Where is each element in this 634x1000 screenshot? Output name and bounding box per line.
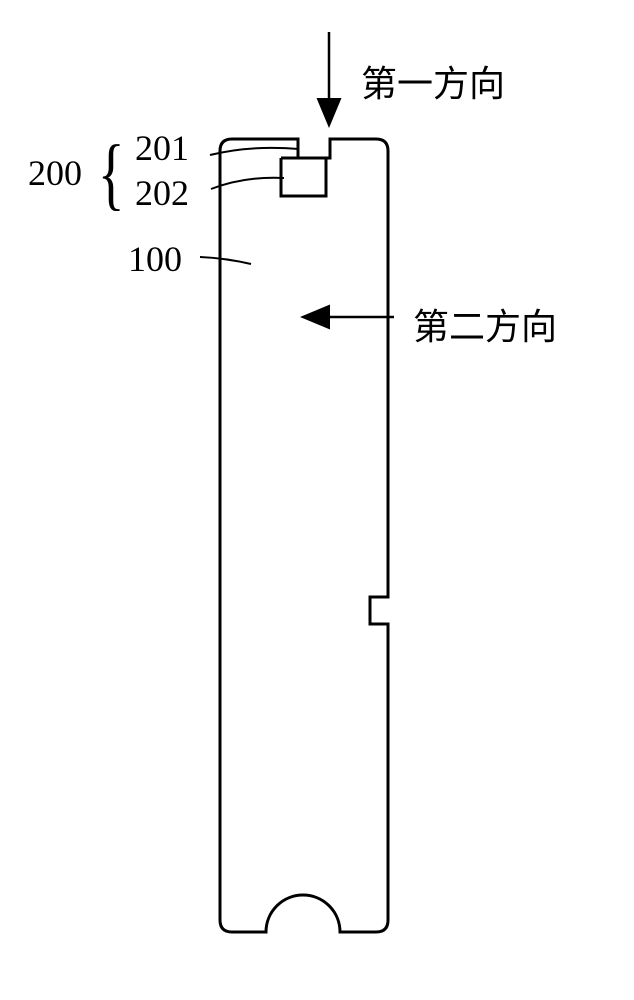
ref-100-label: 100 <box>128 238 182 280</box>
leader-100 <box>200 257 251 264</box>
leader-202 <box>211 178 284 189</box>
ref-201-label: 201 <box>135 127 189 169</box>
ref-202-label: 202 <box>135 172 189 214</box>
direction-2-label: 第二方向 <box>413 298 557 350</box>
leader-201 <box>210 148 299 155</box>
ref-200-label: 200 <box>28 152 82 194</box>
body-outline <box>220 139 388 932</box>
direction-1-label: 第一方向 <box>361 55 505 107</box>
inner-feature-box <box>281 158 326 196</box>
curly-brace: { <box>98 138 125 210</box>
diagram-svg <box>0 0 634 1000</box>
